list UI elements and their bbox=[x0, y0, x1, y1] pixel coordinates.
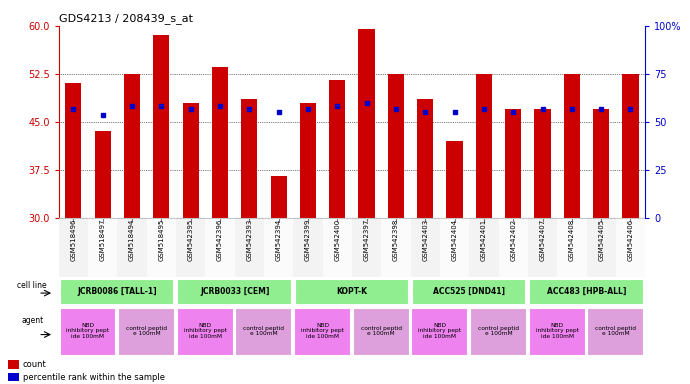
Text: GSM542405: GSM542405 bbox=[598, 219, 604, 261]
Text: GSM542393: GSM542393 bbox=[246, 219, 253, 261]
Bar bbox=[469, 218, 499, 277]
Bar bbox=[212, 67, 228, 218]
Bar bbox=[206, 218, 235, 277]
Bar bbox=[417, 99, 433, 218]
Text: agent: agent bbox=[21, 316, 43, 325]
Text: GSM542402: GSM542402 bbox=[510, 219, 516, 261]
Bar bbox=[535, 109, 551, 218]
Bar bbox=[8, 361, 19, 369]
Bar bbox=[88, 218, 117, 277]
FancyBboxPatch shape bbox=[177, 308, 234, 356]
Bar bbox=[95, 131, 110, 218]
Text: GSM542404: GSM542404 bbox=[451, 219, 457, 261]
Text: NBD
inhibitory pept
ide 100mM: NBD inhibitory pept ide 100mM bbox=[184, 323, 227, 339]
Bar bbox=[586, 218, 616, 277]
Text: control peptid
e 100mM: control peptid e 100mM bbox=[126, 326, 167, 336]
FancyBboxPatch shape bbox=[529, 279, 644, 305]
Bar bbox=[176, 218, 206, 277]
Bar bbox=[124, 74, 140, 218]
Bar bbox=[323, 218, 352, 277]
Text: control peptid
e 100mM: control peptid e 100mM bbox=[478, 326, 519, 336]
Bar bbox=[8, 373, 19, 381]
FancyBboxPatch shape bbox=[353, 308, 410, 356]
Bar bbox=[183, 103, 199, 218]
Text: GSM542408: GSM542408 bbox=[569, 219, 575, 261]
Bar bbox=[153, 35, 169, 218]
Bar bbox=[622, 74, 638, 218]
FancyBboxPatch shape bbox=[295, 279, 409, 305]
Text: ACC525 [DND41]: ACC525 [DND41] bbox=[433, 286, 505, 296]
Bar bbox=[147, 218, 176, 277]
Bar bbox=[293, 218, 323, 277]
Bar bbox=[440, 218, 469, 277]
Bar bbox=[264, 218, 293, 277]
Bar bbox=[505, 109, 521, 218]
FancyBboxPatch shape bbox=[60, 279, 175, 305]
Bar bbox=[558, 218, 586, 277]
Text: GSM542396: GSM542396 bbox=[217, 219, 223, 261]
Text: NBD
inhibitory pept
ide 100mM: NBD inhibitory pept ide 100mM bbox=[418, 323, 462, 339]
FancyBboxPatch shape bbox=[411, 308, 469, 356]
Bar bbox=[66, 83, 81, 218]
Bar bbox=[411, 218, 440, 277]
Bar bbox=[300, 103, 316, 218]
Text: GSM518494: GSM518494 bbox=[129, 219, 135, 261]
Text: GSM542395: GSM542395 bbox=[188, 219, 194, 261]
Text: control peptid
e 100mM: control peptid e 100mM bbox=[595, 326, 636, 336]
FancyBboxPatch shape bbox=[118, 308, 175, 356]
Bar bbox=[117, 218, 147, 277]
FancyBboxPatch shape bbox=[294, 308, 351, 356]
Text: GSM518497: GSM518497 bbox=[99, 219, 106, 262]
FancyBboxPatch shape bbox=[470, 308, 527, 356]
Bar bbox=[235, 218, 264, 277]
Bar bbox=[616, 218, 645, 277]
FancyBboxPatch shape bbox=[235, 308, 293, 356]
Text: GSM542406: GSM542406 bbox=[627, 219, 633, 261]
FancyBboxPatch shape bbox=[412, 279, 526, 305]
Text: GSM518495: GSM518495 bbox=[158, 219, 164, 261]
FancyBboxPatch shape bbox=[587, 308, 644, 356]
Text: GSM542400: GSM542400 bbox=[334, 219, 340, 261]
Text: KOPT-K: KOPT-K bbox=[337, 286, 367, 296]
Text: NBD
inhibitory pept
ide 100mM: NBD inhibitory pept ide 100mM bbox=[535, 323, 579, 339]
Text: control peptid
e 100mM: control peptid e 100mM bbox=[244, 326, 284, 336]
Text: GSM542394: GSM542394 bbox=[275, 219, 282, 261]
Bar bbox=[352, 218, 381, 277]
Text: JCRB0086 [TALL-1]: JCRB0086 [TALL-1] bbox=[77, 286, 157, 296]
Text: GSM542398: GSM542398 bbox=[393, 219, 399, 261]
Text: percentile rank within the sample: percentile rank within the sample bbox=[23, 373, 165, 382]
Bar bbox=[329, 80, 345, 218]
Bar bbox=[59, 218, 88, 277]
FancyBboxPatch shape bbox=[59, 308, 117, 356]
Bar bbox=[382, 218, 411, 277]
FancyBboxPatch shape bbox=[177, 279, 292, 305]
Bar bbox=[241, 99, 257, 218]
Text: GSM542407: GSM542407 bbox=[540, 219, 546, 261]
Bar bbox=[564, 74, 580, 218]
Text: control peptid
e 100mM: control peptid e 100mM bbox=[361, 326, 402, 336]
Bar bbox=[476, 74, 492, 218]
Bar bbox=[528, 218, 558, 277]
Bar bbox=[593, 109, 609, 218]
Bar bbox=[359, 29, 375, 218]
FancyBboxPatch shape bbox=[529, 308, 586, 356]
Bar bbox=[388, 74, 404, 218]
Text: GSM518496: GSM518496 bbox=[70, 219, 77, 262]
Text: GSM542403: GSM542403 bbox=[422, 219, 428, 261]
Text: GSM542401: GSM542401 bbox=[481, 219, 487, 261]
Text: count: count bbox=[23, 360, 46, 369]
Bar bbox=[499, 218, 528, 277]
Text: GSM542397: GSM542397 bbox=[364, 219, 370, 261]
Text: cell line: cell line bbox=[17, 281, 47, 290]
Text: NBD
inhibitory pept
ide 100mM: NBD inhibitory pept ide 100mM bbox=[301, 323, 344, 339]
Bar bbox=[446, 141, 462, 218]
Text: ACC483 [HPB-ALL]: ACC483 [HPB-ALL] bbox=[546, 286, 627, 296]
Text: NBD
inhibitory pept
ide 100mM: NBD inhibitory pept ide 100mM bbox=[66, 323, 110, 339]
Text: GSM542399: GSM542399 bbox=[305, 219, 311, 261]
Text: GDS4213 / 208439_s_at: GDS4213 / 208439_s_at bbox=[59, 13, 193, 25]
Bar bbox=[270, 176, 286, 218]
Text: JCRB0033 [CEM]: JCRB0033 [CEM] bbox=[200, 286, 269, 296]
